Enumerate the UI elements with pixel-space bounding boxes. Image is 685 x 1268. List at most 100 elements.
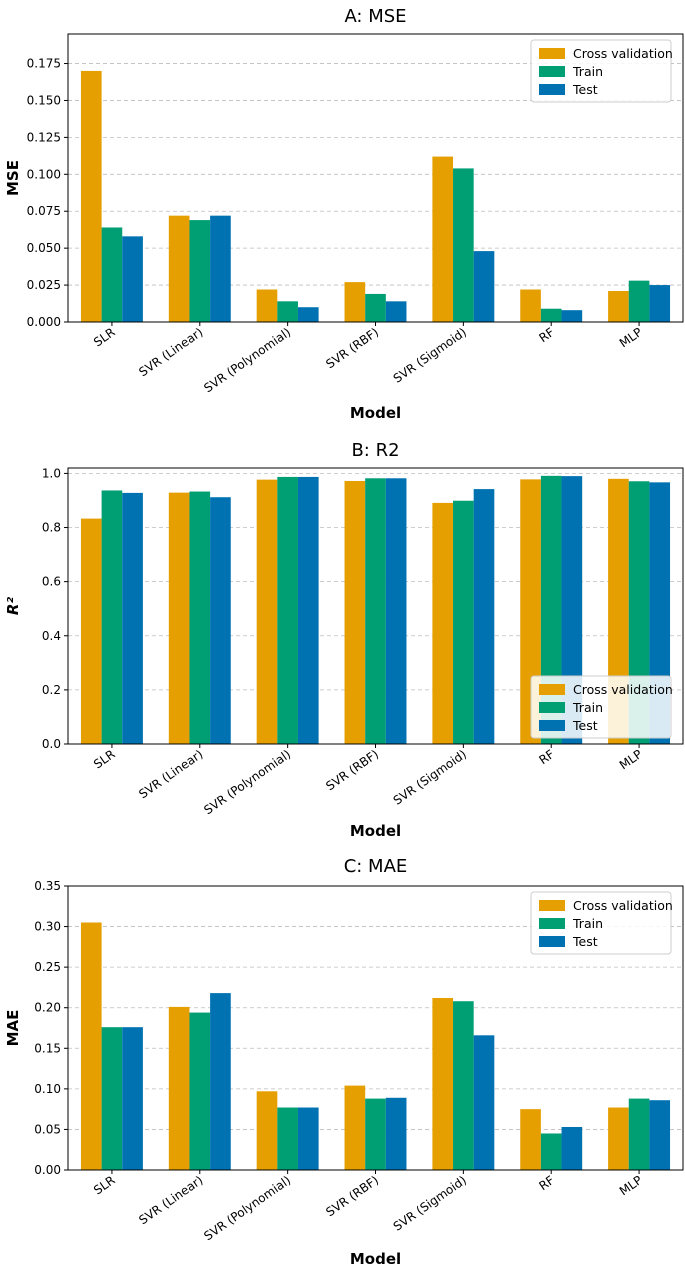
legend-box — [530, 39, 672, 103]
bar — [277, 476, 298, 744]
y-tick-label: 0.050 — [27, 241, 61, 255]
bar — [432, 156, 454, 322]
y-tick-label: 0.10 — [34, 1082, 61, 1096]
bar — [256, 289, 278, 322]
bar — [649, 1100, 671, 1170]
axes-frame — [67, 885, 684, 1171]
y-tick-label: 0.0 — [42, 737, 61, 751]
bar — [365, 478, 386, 744]
bar — [540, 1133, 562, 1170]
bar — [540, 308, 562, 322]
bar — [168, 1006, 190, 1170]
y-tick-label: 0.000 — [27, 315, 61, 329]
bar — [297, 1107, 319, 1170]
legend: Cross validation Train Test — [530, 891, 673, 955]
bar — [561, 1126, 583, 1170]
y-axis-label: MAE — [4, 1010, 22, 1047]
legend-swatch — [539, 702, 565, 713]
axes-frame — [67, 467, 684, 745]
bar — [189, 491, 211, 744]
legend-swatch — [539, 900, 565, 911]
y-tick-label: 0.2 — [42, 683, 61, 697]
bar — [473, 1035, 495, 1170]
bar — [608, 290, 629, 322]
y-tick-label: 1.0 — [42, 466, 61, 480]
bar — [385, 478, 407, 744]
x-tick-label: SLR — [91, 325, 118, 349]
legend-label: Test — [572, 718, 598, 733]
chart-title: C: MAE — [344, 856, 408, 877]
x-tick-label: SVR (Sigmoid) — [391, 747, 469, 808]
legend-swatch — [539, 66, 565, 77]
bar — [453, 168, 474, 322]
bar — [210, 993, 231, 1170]
x-axis-label: Model — [350, 822, 401, 840]
bar — [189, 220, 211, 322]
bar — [122, 492, 143, 744]
legend-label: Train — [572, 700, 603, 715]
bar — [101, 227, 123, 322]
bar — [520, 1109, 541, 1170]
y-tick-label: 0.8 — [42, 521, 61, 535]
x-axis-label: Model — [350, 404, 401, 422]
bar — [453, 500, 474, 744]
legend-label: Test — [572, 82, 598, 97]
y-tick-label: 0.6 — [42, 575, 61, 589]
bar — [561, 310, 583, 322]
y-tick-label: 0.20 — [34, 1001, 61, 1015]
x-tick-label: SVR (Sigmoid) — [391, 325, 469, 386]
legend-label: Test — [572, 934, 598, 949]
legend: Cross validation Train Test — [530, 39, 673, 103]
bar — [344, 480, 366, 744]
bar — [122, 1027, 143, 1170]
legend-box — [530, 675, 672, 739]
legend-swatch — [539, 720, 565, 731]
y-axis-label: MSE — [4, 160, 22, 196]
bar — [365, 1098, 386, 1170]
y-tick-label: 0.05 — [34, 1122, 61, 1136]
legend-label: Cross validation — [573, 46, 673, 61]
y-tick-label: 0.175 — [27, 57, 61, 71]
bar — [297, 307, 319, 322]
legend-label: Train — [572, 916, 603, 931]
bar — [122, 236, 143, 322]
legend-box — [530, 891, 672, 955]
bar — [277, 301, 298, 322]
bar — [210, 497, 231, 744]
bar — [628, 1098, 650, 1170]
bar — [649, 285, 671, 322]
bar — [473, 489, 495, 744]
bar — [365, 293, 386, 322]
axes-frame — [67, 33, 684, 323]
bar — [80, 518, 102, 744]
bar — [256, 1091, 278, 1170]
legend: Cross validation Train Test — [530, 675, 673, 739]
bar — [210, 215, 231, 322]
bar — [101, 1027, 123, 1170]
bar — [385, 301, 407, 322]
x-tick-label: SVR (Polynomial) — [201, 325, 293, 395]
x-tick-label: SVR (Polynomial) — [201, 747, 293, 817]
x-tick-label: SVR (RBF) — [323, 1173, 381, 1219]
x-tick-label: SLR — [91, 1173, 118, 1197]
x-tick-label: RF — [536, 325, 557, 345]
x-tick-label: RF — [536, 1173, 557, 1193]
chart-panel-1: A: MSE 0.000 0.025 0.050 0.075 0.100 0.125 0.15… — [4, 6, 684, 422]
bar — [189, 1012, 211, 1170]
legend-swatch — [539, 48, 565, 59]
x-tick-label: MLP — [617, 747, 645, 772]
bar — [473, 251, 495, 322]
legend-label: Cross validation — [573, 898, 673, 913]
legend-label: Cross validation — [573, 682, 673, 697]
bar — [344, 1085, 366, 1170]
y-tick-label: 0.125 — [27, 130, 61, 144]
x-tick-label: SVR (RBF) — [323, 747, 381, 793]
bar — [297, 476, 319, 744]
y-tick-label: 0.4 — [42, 629, 61, 643]
bar — [168, 492, 190, 744]
bar — [385, 1097, 407, 1170]
y-tick-label: 0.025 — [27, 278, 61, 292]
x-tick-label: SVR (Linear) — [136, 1173, 205, 1227]
bar — [432, 997, 454, 1170]
